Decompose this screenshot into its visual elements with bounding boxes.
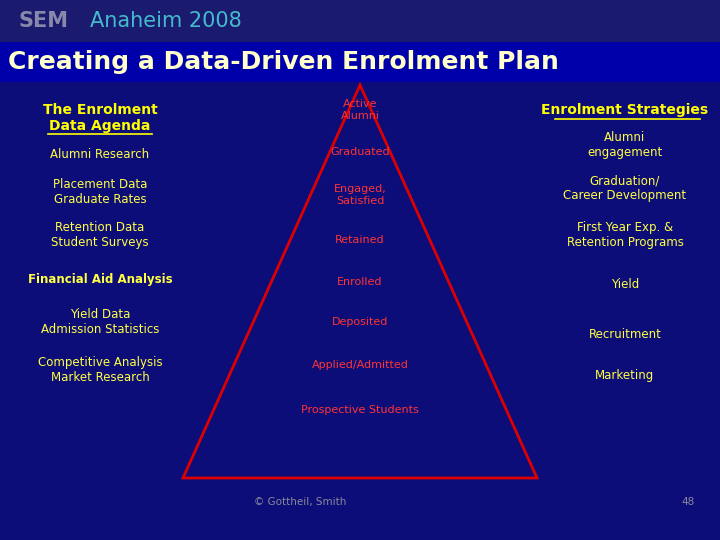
Bar — [0, 0, 720, 42]
Text: Yield Data
Admission Statistics: Yield Data Admission Statistics — [41, 308, 159, 336]
Bar — [0, 42, 720, 82]
Text: Retained: Retained — [336, 235, 384, 245]
Text: Deposited: Deposited — [332, 317, 388, 327]
Text: Data Agenda: Data Agenda — [49, 119, 150, 133]
Text: 48: 48 — [682, 497, 695, 507]
Text: Competitive Analysis
Market Research: Competitive Analysis Market Research — [37, 356, 162, 384]
Text: Enrolment Strategies: Enrolment Strategies — [541, 103, 708, 117]
Text: Applied/Admitted: Applied/Admitted — [312, 360, 408, 370]
Text: First Year Exp. &
Retention Programs: First Year Exp. & Retention Programs — [567, 221, 683, 249]
Text: Marketing: Marketing — [595, 368, 654, 381]
Text: SEM: SEM — [18, 11, 68, 31]
Text: © Gottheil, Smith: © Gottheil, Smith — [254, 497, 346, 507]
Text: Placement Data
Graduate Rates: Placement Data Graduate Rates — [53, 178, 147, 206]
Text: Creating a Data-Driven Enrolment Plan: Creating a Data-Driven Enrolment Plan — [8, 50, 559, 74]
Text: Enrolled: Enrolled — [337, 277, 383, 287]
Text: Alumni Research: Alumni Research — [50, 148, 150, 161]
Text: Alumni
engagement: Alumni engagement — [588, 131, 662, 159]
Text: Financial Aid Analysis: Financial Aid Analysis — [27, 273, 172, 287]
Text: Graduation/
Career Development: Graduation/ Career Development — [564, 174, 687, 202]
Text: Graduated: Graduated — [330, 147, 390, 157]
Text: Anaheim 2008: Anaheim 2008 — [90, 11, 242, 31]
Text: Recruitment: Recruitment — [588, 328, 662, 341]
Text: Prospective Students: Prospective Students — [301, 405, 419, 415]
Text: Engaged,
Satisfied: Engaged, Satisfied — [333, 184, 387, 206]
Text: Retention Data
Student Surveys: Retention Data Student Surveys — [51, 221, 149, 249]
Text: Active
Alumni: Active Alumni — [341, 99, 379, 121]
Text: Yield: Yield — [611, 279, 639, 292]
Text: The Enrolment: The Enrolment — [42, 103, 158, 117]
